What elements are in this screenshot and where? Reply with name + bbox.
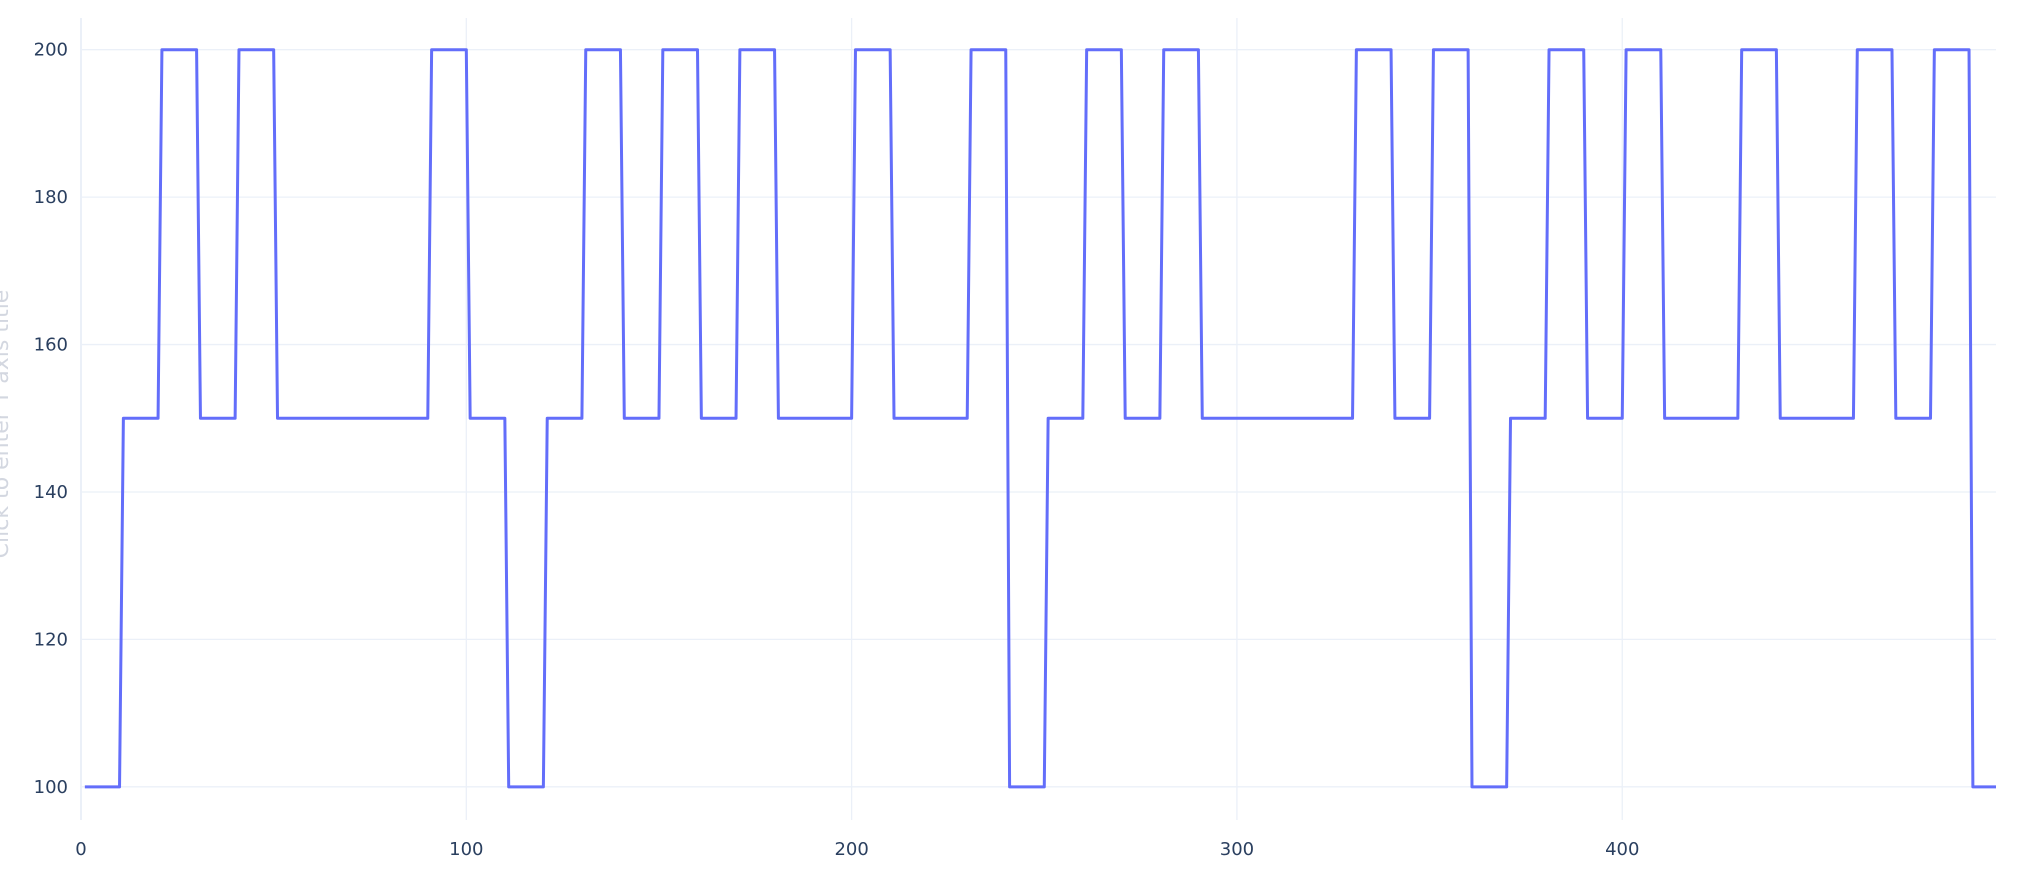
y-tick-label: 160 — [34, 335, 68, 356]
x-axis-ticks: 0 100 200 300 400 — [75, 839, 1639, 860]
y-tick-label: 180 — [34, 187, 68, 208]
plot-area — [84, 48, 1996, 789]
y-tick-label: 120 — [34, 629, 68, 650]
y-tick-label: 200 — [34, 40, 68, 61]
x-tick-label: 100 — [449, 839, 483, 860]
y-axis-title[interactable]: Click to enter Y axis title — [0, 290, 14, 559]
y-tick-label: 100 — [34, 777, 68, 798]
x-tick-label: 400 — [1605, 839, 1639, 860]
grid-lines — [81, 18, 1996, 820]
x-tick-label: 300 — [1220, 839, 1254, 860]
x-tick-label: 0 — [75, 839, 86, 860]
y-axis-ticks: 100 120 140 160 180 200 — [34, 40, 68, 798]
y-tick-label: 140 — [34, 482, 68, 503]
x-tick-label: 200 — [834, 839, 868, 860]
series-line[interactable] — [84, 48, 1996, 789]
